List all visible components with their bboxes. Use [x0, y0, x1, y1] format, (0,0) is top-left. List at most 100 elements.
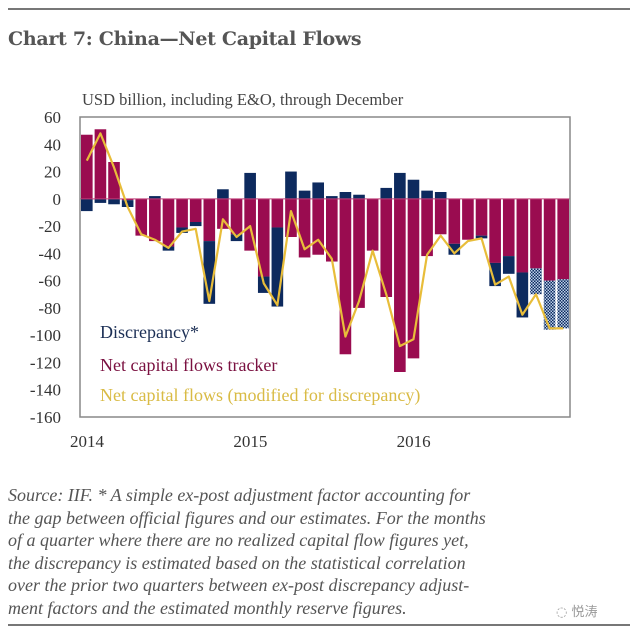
tracker-bar — [108, 162, 120, 199]
discrepancy-bar — [530, 268, 542, 295]
chart-subtitle: USD billion, including E&O, through Dece… — [82, 90, 404, 109]
discrepancy-bar — [217, 189, 229, 199]
tracker-bar — [81, 134, 93, 199]
chart-title: Chart 7: China—Net Capital Flows — [8, 28, 362, 50]
discrepancy-bar — [489, 262, 501, 287]
discrepancy-bar — [502, 256, 515, 274]
discrepancy-bar — [94, 198, 107, 203]
y-tick-label: -160 — [30, 408, 61, 427]
y-tick-label: -120 — [30, 353, 61, 372]
tracker-bar — [475, 198, 488, 236]
tracker-bar — [557, 198, 569, 280]
discrepancy-bar — [81, 198, 93, 212]
source-line: of a quarter where there are no realized… — [8, 530, 469, 551]
tracker-bar — [271, 198, 284, 228]
tracker-bar — [502, 198, 515, 257]
tracker-bar — [394, 198, 406, 372]
legend-modified: Net capital flows (modified for discrepa… — [100, 385, 420, 406]
bottom-rule — [8, 624, 630, 626]
tracker-bar — [298, 198, 311, 258]
source-line: Source: IIF. * A simple ex-post adjustme… — [8, 485, 471, 505]
tracker-bar — [407, 198, 420, 359]
discrepancy-bar — [543, 280, 556, 330]
tracker-bar — [366, 198, 379, 251]
discrepancy-bar — [557, 279, 569, 329]
watermark-text: 悦涛 — [571, 605, 598, 620]
tracker-bar — [135, 198, 148, 236]
x-tick-label: 2016 — [397, 432, 431, 451]
tracker-bar — [516, 198, 529, 273]
y-tick-label: 60 — [44, 108, 61, 127]
discrepancy-bar — [298, 190, 311, 199]
source-line: the gap between official figures and our… — [8, 507, 486, 528]
tracker-bar — [434, 198, 447, 235]
wechat-icon: ◌ — [556, 605, 568, 620]
tracker-bar — [543, 198, 556, 281]
discrepancy-bar — [149, 196, 161, 199]
discrepancy-bar — [271, 227, 284, 307]
tracker-bar — [489, 198, 501, 263]
tracker-bar — [421, 198, 433, 257]
tracker-bar — [94, 129, 107, 199]
y-tick-label: 20 — [44, 163, 61, 182]
discrepancy-bar — [448, 243, 461, 255]
x-tick-label: 2014 — [70, 432, 105, 451]
tracker-bar — [353, 198, 365, 308]
watermark: ◌ 悦涛 — [556, 601, 598, 620]
discrepancy-bar — [353, 194, 365, 199]
plot-frame — [79, 116, 571, 418]
discrepancy-bar — [380, 187, 393, 199]
net-flows-modified-line — [85, 132, 564, 348]
legend-tracker: Net capital flows tracker — [100, 355, 277, 375]
tracker-bar — [244, 198, 256, 251]
discrepancy-bar — [203, 241, 216, 304]
discrepancy-bar — [176, 227, 188, 233]
discrepancy-bar — [312, 182, 324, 199]
y-tick-label: -60 — [38, 272, 61, 291]
discrepancy-bar — [189, 222, 202, 227]
discrepancy-bar — [475, 235, 488, 239]
source-line: the discrepancy is estimated based on th… — [8, 552, 466, 573]
source-note: Source: IIF. * A simple ex-post adjustme… — [8, 484, 633, 620]
discrepancy-bar — [407, 179, 420, 199]
tracker-bar — [121, 198, 134, 201]
discrepancy-bar — [326, 196, 338, 199]
tracker-bar — [176, 198, 188, 228]
tracker-bar — [203, 198, 216, 242]
discrepancy-bar — [244, 172, 256, 199]
tracker-bar — [217, 198, 229, 229]
y-tick-label: -20 — [38, 217, 61, 236]
tracker-bar — [162, 198, 175, 247]
source-line: over the prior two quarters between ex-p… — [8, 575, 470, 596]
tracker-bar — [326, 198, 338, 262]
discrepancy-bar — [421, 190, 433, 199]
discrepancy-bar — [339, 192, 352, 199]
source-line: ment factors and the estimated monthly r… — [8, 597, 407, 618]
discrepancy-bar — [394, 172, 406, 199]
tracker-bar — [380, 198, 393, 297]
tracker-bar — [312, 198, 324, 255]
y-tick-label: -40 — [38, 244, 61, 263]
discrepancy-bar — [108, 198, 120, 205]
tracker-bar — [448, 198, 461, 244]
legend-discrepancy: Discrepancy* — [100, 322, 199, 342]
x-tick-label: 2015 — [233, 432, 267, 451]
y-tick-label: 40 — [44, 135, 61, 154]
discrepancy-bar — [434, 192, 447, 199]
y-tick-label: 0 — [53, 190, 62, 209]
discrepancy-bar — [285, 171, 297, 199]
tracker-bar — [149, 198, 161, 242]
tracker-bar — [257, 198, 270, 277]
tracker-bar — [339, 198, 352, 355]
discrepancy-bar — [121, 200, 134, 207]
y-tick-label: -100 — [30, 326, 61, 345]
tracker-bar — [530, 198, 542, 269]
y-tick-label: -140 — [30, 381, 61, 400]
top-rule — [8, 8, 630, 10]
chart: 60 40 20 0 -20 -40 -60 -80 -100 -120 -140 -160 2014… — [30, 108, 571, 451]
y-tick-label: -80 — [38, 299, 61, 318]
tracker-bar — [230, 198, 243, 235]
tracker-bar — [189, 198, 202, 222]
tracker-bar — [462, 198, 474, 240]
discrepancy-bar — [516, 272, 529, 318]
